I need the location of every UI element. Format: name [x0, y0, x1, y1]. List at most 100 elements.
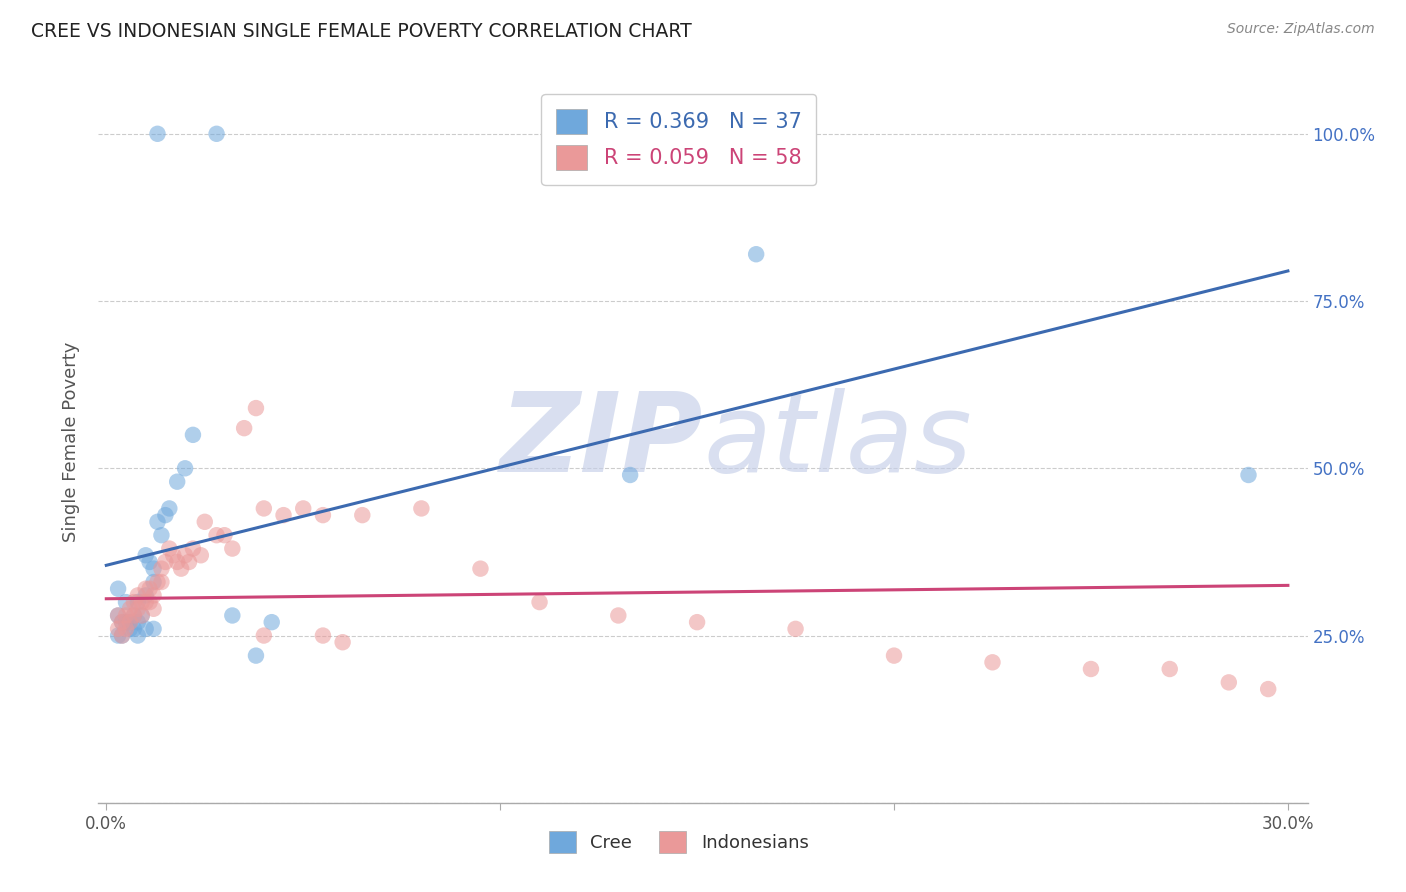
Point — [214, 528, 236, 542]
Point — [115, 608, 138, 623]
Point — [138, 582, 160, 596]
Point — [1080, 662, 1102, 676]
Point — [118, 622, 141, 636]
Point — [785, 622, 807, 636]
Point — [150, 562, 173, 576]
Point — [127, 602, 149, 616]
Point — [131, 608, 153, 623]
Point — [292, 501, 315, 516]
Point — [174, 461, 197, 475]
Point — [1257, 681, 1279, 696]
Point — [981, 655, 1004, 669]
Point — [107, 628, 129, 642]
Point — [174, 548, 197, 563]
Point — [233, 421, 256, 435]
Point — [115, 622, 138, 636]
Text: atlas: atlas — [703, 388, 972, 495]
Point — [138, 595, 160, 609]
Point — [170, 562, 193, 576]
Point — [686, 615, 709, 630]
Point — [122, 608, 145, 623]
Point — [607, 608, 630, 623]
Point — [146, 515, 169, 529]
Point — [162, 548, 184, 563]
Point — [131, 595, 153, 609]
Point — [190, 548, 212, 563]
Point — [332, 635, 354, 649]
Point — [146, 127, 169, 141]
Point — [883, 648, 905, 663]
Point — [146, 575, 169, 590]
Point — [745, 247, 768, 261]
Point — [194, 515, 217, 529]
Legend: Cree, Indonesians: Cree, Indonesians — [536, 819, 821, 866]
Point — [181, 427, 204, 442]
Point — [118, 602, 141, 616]
Point — [142, 602, 165, 616]
Point — [107, 608, 129, 623]
Point — [253, 501, 276, 516]
Point — [260, 615, 283, 630]
Point — [245, 401, 267, 416]
Point — [312, 508, 335, 523]
Point — [135, 595, 157, 609]
Point — [253, 628, 276, 642]
Point — [138, 555, 160, 569]
Point — [131, 608, 153, 623]
Point — [127, 628, 149, 642]
Point — [619, 467, 641, 482]
Point — [221, 608, 243, 623]
Point — [470, 562, 492, 576]
Point — [135, 582, 157, 596]
Point — [157, 541, 180, 556]
Point — [135, 622, 157, 636]
Text: ZIP: ZIP — [499, 388, 703, 495]
Point — [166, 475, 188, 489]
Point — [142, 575, 165, 590]
Point — [115, 595, 138, 609]
Point — [529, 595, 551, 609]
Point — [135, 548, 157, 563]
Point — [127, 589, 149, 603]
Point — [111, 628, 134, 642]
Point — [122, 595, 145, 609]
Point — [205, 528, 228, 542]
Text: CREE VS INDONESIAN SINGLE FEMALE POVERTY CORRELATION CHART: CREE VS INDONESIAN SINGLE FEMALE POVERTY… — [31, 22, 692, 41]
Point — [135, 589, 157, 603]
Y-axis label: Single Female Poverty: Single Female Poverty — [62, 342, 80, 541]
Point — [127, 615, 149, 630]
Point — [111, 615, 134, 630]
Point — [1218, 675, 1240, 690]
Point — [111, 628, 134, 642]
Text: Source: ZipAtlas.com: Source: ZipAtlas.com — [1227, 22, 1375, 37]
Point — [150, 528, 173, 542]
Point — [107, 622, 129, 636]
Point — [142, 562, 165, 576]
Point — [127, 595, 149, 609]
Point — [245, 648, 267, 663]
Point — [118, 615, 141, 630]
Point — [177, 555, 200, 569]
Point — [1237, 467, 1260, 482]
Point — [411, 501, 433, 516]
Point — [142, 589, 165, 603]
Point — [118, 615, 141, 630]
Point — [107, 582, 129, 596]
Point — [1159, 662, 1181, 676]
Point — [352, 508, 374, 523]
Point — [312, 628, 335, 642]
Point — [122, 608, 145, 623]
Point — [181, 541, 204, 556]
Point — [150, 575, 173, 590]
Point — [155, 508, 177, 523]
Point — [205, 127, 228, 141]
Point — [115, 615, 138, 630]
Point — [273, 508, 295, 523]
Point — [142, 622, 165, 636]
Point — [122, 622, 145, 636]
Point — [155, 555, 177, 569]
Point — [111, 615, 134, 630]
Point — [157, 501, 180, 516]
Point — [221, 541, 243, 556]
Point — [166, 555, 188, 569]
